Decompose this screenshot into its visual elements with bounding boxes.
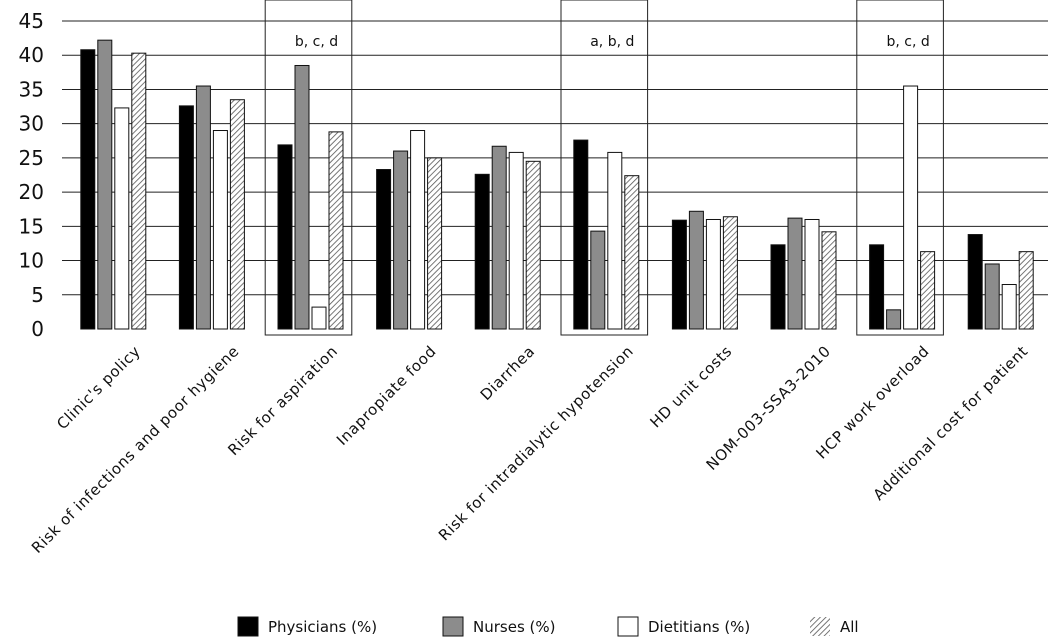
category-label: Clinic's policy bbox=[53, 342, 144, 433]
bar-1 bbox=[967, 234, 983, 330]
category-label: HD unit costs bbox=[647, 342, 736, 431]
bar-2 bbox=[787, 217, 803, 330]
bar-1 bbox=[869, 244, 885, 330]
bar-3 bbox=[705, 218, 721, 330]
category-label: HCP work overload bbox=[812, 342, 932, 462]
legend-swatch bbox=[810, 617, 830, 636]
y-tick-label: 20 bbox=[19, 180, 44, 204]
bar-4 bbox=[229, 99, 245, 330]
bar-2 bbox=[491, 145, 507, 330]
category-label: Risk of infections and poor hygiene bbox=[28, 342, 243, 557]
bar-2 bbox=[195, 85, 211, 330]
bar-3 bbox=[311, 306, 327, 330]
bar-4 bbox=[131, 52, 147, 330]
legend-label: Physicians (%) bbox=[268, 618, 377, 636]
bar-3 bbox=[607, 151, 623, 330]
category-label: Risk for intradialytic hypotension bbox=[435, 342, 637, 544]
bar-3 bbox=[508, 151, 524, 330]
y-tick-label: 35 bbox=[19, 77, 44, 101]
bar-2 bbox=[97, 39, 113, 330]
bar-4 bbox=[525, 160, 541, 330]
y-tick-label: 45 bbox=[19, 9, 44, 33]
legend-label: All bbox=[840, 618, 859, 636]
bar-1 bbox=[178, 105, 194, 330]
bar-2 bbox=[984, 263, 1000, 330]
legend-swatch bbox=[442, 616, 464, 637]
bar-2 bbox=[590, 230, 606, 330]
bar-3 bbox=[212, 130, 228, 330]
category-label: Additional cost for patient bbox=[870, 342, 1032, 504]
annotations: b, c, d a, b, d b, c, d bbox=[295, 34, 930, 50]
bar-1 bbox=[277, 144, 293, 330]
bar-1 bbox=[376, 169, 392, 330]
bar-3 bbox=[1001, 284, 1017, 330]
bar-3 bbox=[804, 218, 820, 330]
bar-1 bbox=[80, 49, 96, 330]
y-tick-label: 10 bbox=[19, 249, 44, 273]
highlight-boxes bbox=[264, 0, 944, 336]
bar-2 bbox=[688, 210, 704, 330]
highlight-box bbox=[264, 0, 353, 336]
y-tick-label: 25 bbox=[19, 146, 44, 170]
significance-annotation: b, c, d bbox=[295, 34, 338, 50]
category-label: Risk for aspiration bbox=[224, 342, 341, 459]
bar-2 bbox=[886, 309, 902, 330]
bar-4 bbox=[920, 251, 936, 330]
category-label: Inapropiate food bbox=[333, 342, 440, 449]
bar-4 bbox=[427, 157, 443, 330]
bar-3 bbox=[410, 130, 426, 330]
legend-label: Dietitians (%) bbox=[648, 618, 750, 636]
y-tick-label: 5 bbox=[31, 283, 44, 307]
bars bbox=[80, 39, 1034, 330]
highlight-box bbox=[856, 0, 944, 336]
bar-4 bbox=[1018, 251, 1034, 330]
y-axis-ticks: 0 5 10 15 20 25 30 35 40 45 bbox=[19, 9, 44, 341]
y-tick-label: 30 bbox=[19, 112, 44, 136]
y-tick-label: 0 bbox=[31, 317, 44, 341]
bar-3 bbox=[114, 107, 130, 330]
y-tick-label: 40 bbox=[19, 43, 44, 67]
bar-1 bbox=[770, 244, 786, 330]
bar-4 bbox=[821, 231, 837, 330]
category-label: Diarrhea bbox=[477, 342, 539, 404]
legend-label: Nurses (%) bbox=[473, 618, 555, 636]
y-tick-label: 15 bbox=[19, 214, 44, 238]
legend: Physicians (%) Nurses (%) Dietitians (%) Al… bbox=[237, 616, 859, 637]
significance-annotation: b, c, d bbox=[886, 34, 929, 50]
legend-swatch bbox=[237, 616, 259, 637]
bar-2 bbox=[393, 150, 409, 330]
bar-4 bbox=[624, 175, 640, 330]
bar-1 bbox=[474, 173, 490, 330]
legend-swatch bbox=[617, 616, 639, 637]
bar-2 bbox=[294, 64, 310, 330]
bar-4 bbox=[328, 131, 344, 330]
bar-1 bbox=[671, 219, 687, 330]
highlight-box bbox=[560, 0, 649, 336]
bar-4 bbox=[722, 216, 738, 330]
significance-annotation: a, b, d bbox=[590, 34, 634, 50]
bar-1 bbox=[573, 139, 589, 330]
bar-3 bbox=[903, 85, 919, 330]
